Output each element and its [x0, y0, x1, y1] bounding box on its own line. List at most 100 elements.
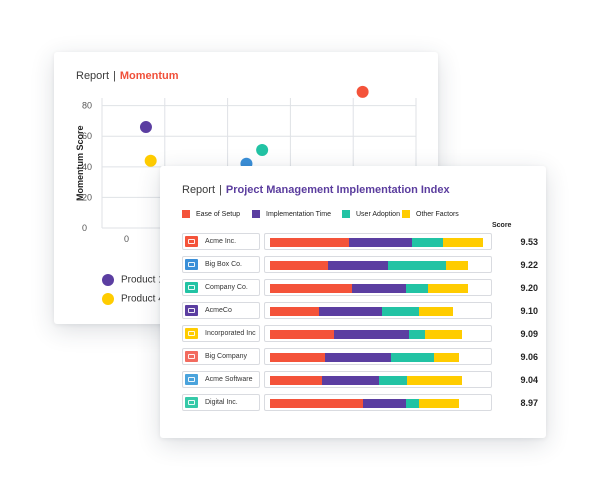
score-value: 9.22	[520, 260, 538, 270]
product-logo-icon	[185, 259, 198, 270]
legend-label: Other Factors	[416, 210, 459, 218]
product-name: Company Co.	[205, 284, 248, 291]
legend-label: Product 4	[121, 293, 164, 305]
bar-segment-implementation-time	[324, 353, 392, 362]
bar-segment-implementation-time	[333, 330, 410, 339]
product-logo-icon	[185, 236, 198, 247]
bar-segment-other-factors	[424, 330, 462, 339]
product-logo-icon	[185, 351, 198, 362]
legend-item-ease-of-setup: Ease of Setup	[182, 210, 240, 218]
momentum-report-header: Report | Momentum	[76, 70, 179, 82]
score-value: 9.06	[520, 352, 538, 362]
product-label-box: AcmeCo	[182, 302, 260, 319]
y-axis-label: Momentum Score	[75, 125, 85, 201]
stacked-bar	[264, 279, 492, 296]
product-name: Incorporated Inc	[205, 330, 256, 337]
product-label-box: Incorporated Inc	[182, 325, 260, 342]
report-word: Report	[182, 184, 216, 196]
product-label-box: Big Box Co.	[182, 256, 260, 273]
legend-item-other-factors: Other Factors	[402, 210, 459, 218]
bar-segment-user-adoption	[388, 261, 446, 270]
score-value: 8.97	[520, 398, 538, 408]
legend-swatch	[102, 274, 114, 286]
product-label-box: Digital Inc.	[182, 394, 260, 411]
momentum-title: Momentum	[119, 70, 179, 82]
stacked-bar	[264, 325, 492, 342]
legend-label: Ease of Setup	[196, 210, 240, 218]
bar-segment-user-adoption	[391, 353, 434, 362]
score-value: 9.04	[520, 375, 538, 385]
score-value: 9.53	[520, 237, 538, 247]
report-separator: |	[219, 184, 222, 196]
score-value: 9.20	[520, 283, 538, 293]
stacked-bar	[264, 371, 492, 388]
bar-segment-other-factors	[442, 238, 483, 247]
y-tick-label: 20	[82, 192, 92, 202]
bar-segment-user-adoption	[409, 330, 425, 339]
bar-segment-user-adoption	[382, 307, 419, 316]
bar-segment-ease-of-setup	[270, 261, 328, 270]
product-label-box: Acme Software	[182, 371, 260, 388]
bar-segment-user-adoption	[406, 399, 419, 408]
score-column-header: Score	[492, 222, 512, 229]
bar-segment-implementation-time	[318, 307, 383, 316]
product-label-box: Company Co.	[182, 279, 260, 296]
x-tick-label: 0	[124, 234, 129, 244]
report-separator: |	[113, 70, 116, 82]
y-tick-label: 40	[82, 162, 92, 172]
product-logo-icon	[185, 282, 198, 293]
product-name: Acme Inc.	[205, 238, 237, 245]
scatter-point	[256, 144, 269, 156]
stacked-bar	[264, 233, 492, 250]
bar-segment-other-factors	[427, 284, 468, 293]
bar-segment-implementation-time	[348, 238, 413, 247]
bar-segment-implementation-time	[327, 261, 389, 270]
bar-segment-other-factors	[407, 376, 462, 385]
stacked-bar	[264, 302, 492, 319]
product-label-box: Acme Inc.	[182, 233, 260, 250]
product-name: Big Box Co.	[205, 261, 242, 268]
y-tick-label: 80	[82, 101, 92, 111]
stacked-bar	[264, 394, 492, 411]
product-logo-icon	[185, 374, 198, 385]
bar-segment-implementation-time	[363, 399, 407, 408]
product-logo-icon	[185, 328, 198, 339]
bar-segment-ease-of-setup	[270, 330, 334, 339]
bar-segment-ease-of-setup	[270, 284, 352, 293]
bar-segment-other-factors	[419, 399, 459, 408]
legend-swatch	[182, 210, 190, 218]
score-value: 9.10	[520, 306, 538, 316]
scatter-point	[356, 85, 369, 98]
implementation-title: Project Management Implementation Index	[225, 184, 450, 196]
legend-item-product-1: Product 1	[102, 274, 164, 286]
legend-label: Product 1	[121, 274, 164, 286]
bar-segment-other-factors	[433, 353, 459, 362]
y-tick-label: 0	[82, 223, 87, 233]
stacked-bar	[264, 256, 492, 273]
scatter-point	[139, 121, 152, 134]
implementation-index-card: Report | Project Management Implementation…	[160, 166, 546, 438]
legend-item-implementation-time: Implementation Time	[252, 210, 331, 218]
legend-item-product-4: Product 4	[102, 293, 164, 305]
bar-segment-ease-of-setup	[270, 307, 319, 316]
legend-swatch	[102, 293, 114, 305]
bar-segment-user-adoption	[412, 238, 443, 247]
stacked-bar	[264, 348, 492, 365]
legend-label: User Adoption	[356, 210, 400, 218]
product-name: Big Company	[205, 353, 248, 360]
product-logo-icon	[185, 397, 198, 408]
product-label-box: Big Company	[182, 348, 260, 365]
legend-label: Implementation Time	[266, 210, 331, 218]
implementation-report-header: Report | Project Management Implementation…	[182, 184, 450, 196]
report-word: Report	[76, 70, 110, 82]
product-logo-icon	[185, 305, 198, 316]
legend-swatch	[342, 210, 350, 218]
bar-segment-implementation-time	[321, 376, 380, 385]
bar-segment-ease-of-setup	[270, 353, 325, 362]
product-name: AcmeCo	[205, 307, 232, 314]
bar-segment-ease-of-setup	[270, 376, 322, 385]
bar-segment-other-factors	[445, 261, 468, 270]
bar-segment-user-adoption	[406, 284, 428, 293]
bar-segment-other-factors	[419, 307, 453, 316]
product-name: Digital Inc.	[205, 399, 238, 406]
